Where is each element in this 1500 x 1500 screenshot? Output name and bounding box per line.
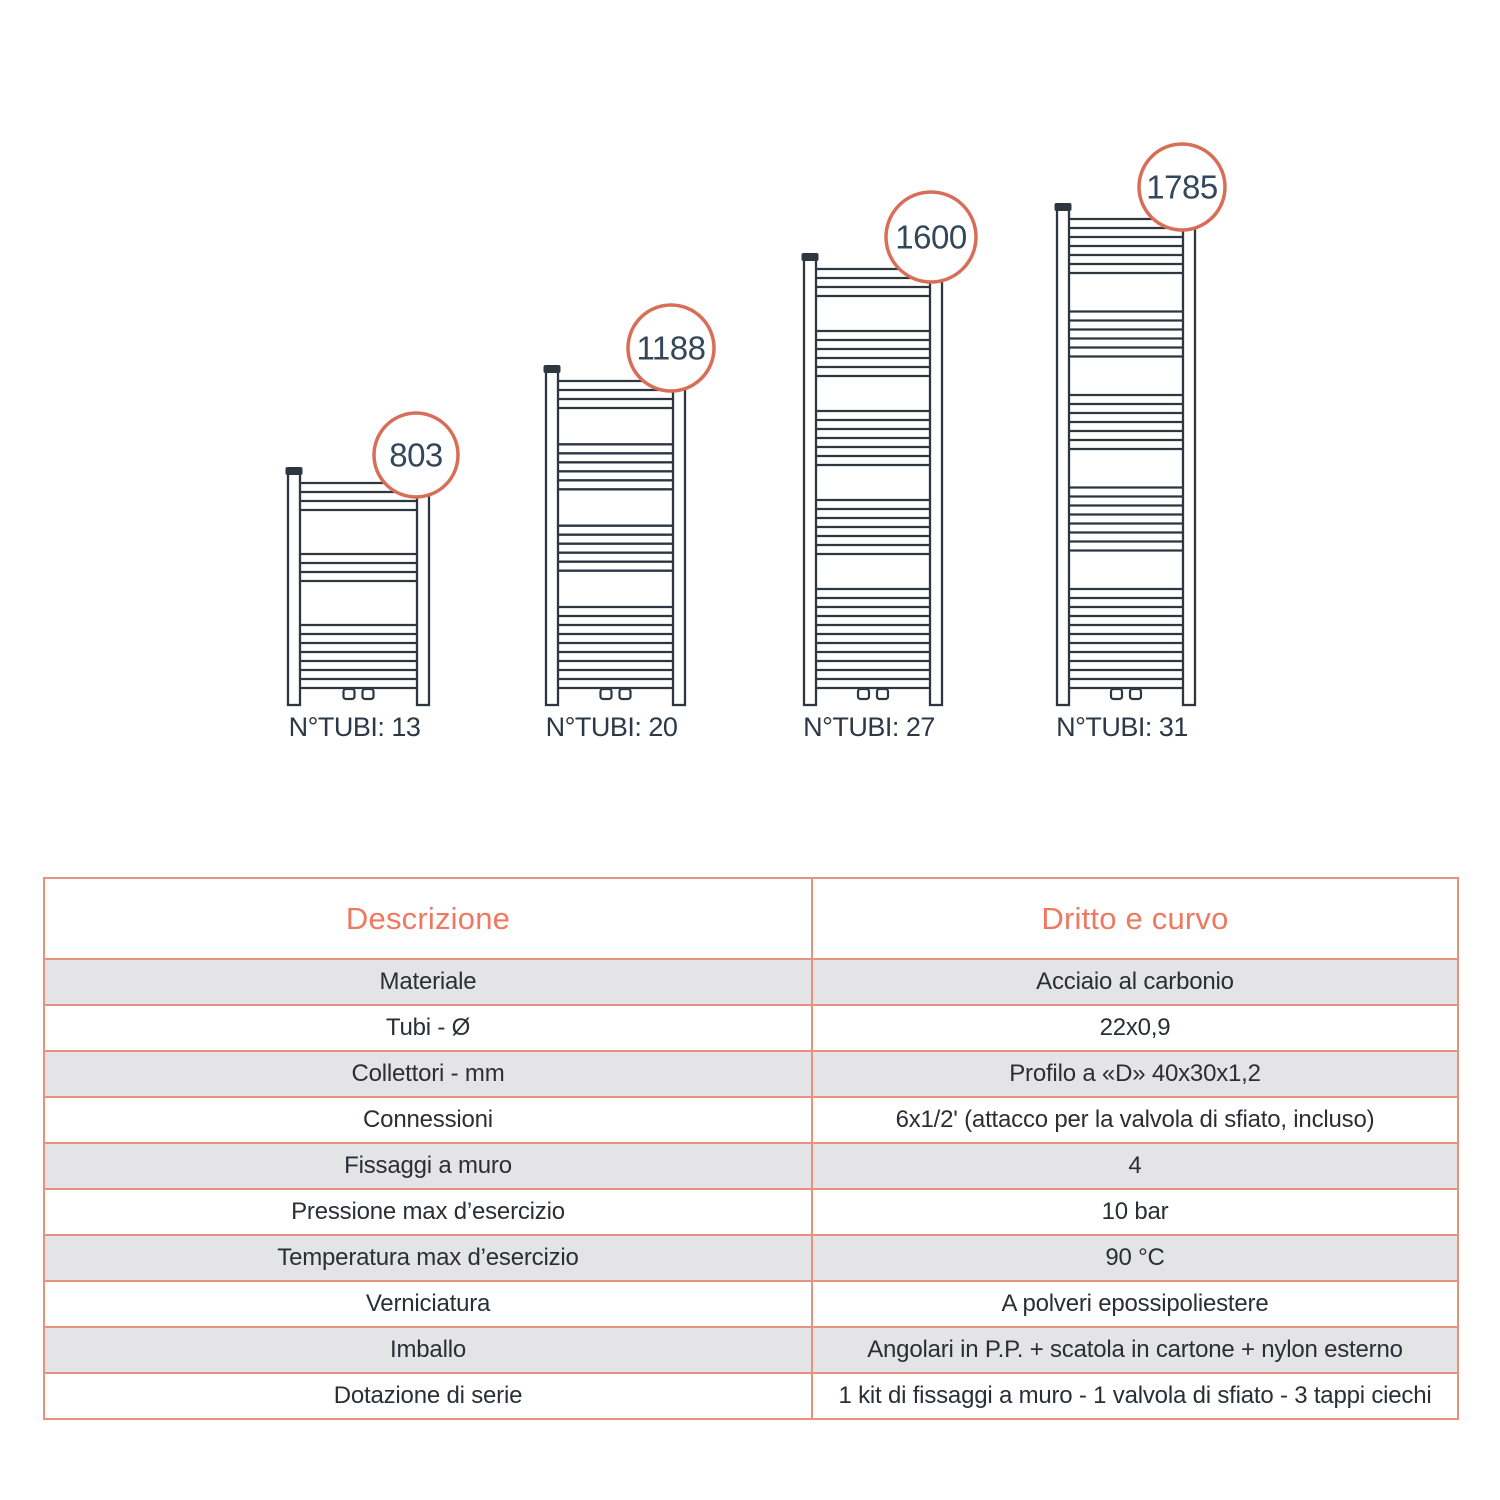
spec-label-cell: Tubi - Ø [43,1004,813,1052]
tubes-count-label: N°TUBI: 27 [803,712,935,742]
valve-nub [856,687,871,701]
table-row-temperatura: Temperatura max d’esercizio 90 °C [43,1234,1459,1282]
height-value: 1600 [895,219,967,256]
spec-label-cell: Imballo [43,1326,813,1374]
radiator-size-diagram: N°TUBI: 13 803 N°TUBI: 20 1188 N°TUBI: 27 160… [285,142,1227,742]
table-row-tubi: Tubi - Ø 22x0,9 [43,1004,1459,1052]
left-rail [286,469,302,707]
valve-nub [1128,687,1143,701]
spec-table: Descrizione Dritto e curvo Materiale Acc… [43,877,1459,1420]
valve-nub [875,687,890,701]
spec-value-cell: 10 bar [811,1188,1459,1236]
table-header-row: Descrizione Dritto e curvo [43,877,1459,960]
spec-label-cell: Pressione max d’esercizio [43,1188,813,1236]
tubes-count-label: N°TUBI: 13 [289,712,421,742]
left-rail [544,367,560,707]
radiator-drawing: N°TUBI: 27 1600 [801,190,978,742]
right-rail [415,469,431,707]
left-rail-cap [285,467,303,475]
valve-nub [618,687,632,701]
radiator-drawing: N°TUBI: 20 1188 [543,303,716,742]
table-row-pressione: Pressione max d’esercizio 10 bar [43,1188,1459,1236]
tubes-count-label: N°TUBI: 20 [546,712,678,742]
table-row-verniciatura: Verniciatura A polveri epossipoliestere [43,1280,1459,1328]
table-row-connessioni: Connessioni 6x1/2' (attacco per la valvo… [43,1096,1459,1144]
spec-value-cell: Profilo a «D» 40x30x1,2 [811,1050,1459,1098]
valve-nub [361,687,375,701]
valve-nub [342,687,356,701]
table-row-materiale: Materiale Acciaio al carbonio [43,958,1459,1006]
spec-label-cell: Materiale [43,958,813,1006]
spec-label-cell: Dotazione di serie [43,1372,813,1420]
spec-label-cell: Temperatura max d’esercizio [43,1234,813,1282]
right-rail [1181,205,1197,707]
spec-label-cell: Verniciatura [43,1280,813,1328]
spec-value-cell: Acciaio al carbonio [811,958,1459,1006]
table-row-dotazione: Dotazione di serie 1 kit di fissaggi a m… [43,1372,1459,1420]
height-value: 803 [389,437,443,474]
left-rail-cap [801,253,819,261]
spec-label-cell: Collettori - mm [43,1050,813,1098]
spec-value-cell: 22x0,9 [811,1004,1459,1052]
radiator-drawing: N°TUBI: 31 1785 [1054,142,1227,742]
valve-nub [599,687,613,701]
left-rail [1055,205,1071,707]
left-rail [802,255,818,707]
col-header-description: Descrizione [43,877,813,960]
left-rail-cap [543,365,561,373]
right-rail [671,367,687,707]
height-callout-circle [372,411,460,499]
spec-value-cell: 90 °C [811,1234,1459,1282]
spec-value-cell: A polveri epossipoliestere [811,1280,1459,1328]
table-row-imballo: Imballo Angolari in P.P. + scatola in ca… [43,1326,1459,1374]
height-callout-circle [626,303,716,393]
spec-label-cell: Connessioni [43,1096,813,1144]
spec-value-cell: 1 kit di fissaggi a muro - 1 valvola di … [811,1372,1459,1420]
spec-value-cell: 6x1/2' (attacco per la valvola di sfiato… [811,1096,1459,1144]
spec-label-cell: Fissaggi a muro [43,1142,813,1190]
valve-nub [1109,687,1124,701]
left-rail-cap [1054,203,1072,211]
radiator-drawing: N°TUBI: 13 803 [285,411,460,742]
height-value: 1785 [1146,169,1217,206]
tubes-count-label: N°TUBI: 31 [1056,712,1188,742]
height-value: 1188 [637,330,706,367]
spec-value-cell: 4 [811,1142,1459,1190]
col-header-model: Dritto e curvo [811,877,1459,960]
right-rail [928,255,944,707]
table-row-collettori: Collettori - mm Profilo a «D» 40x30x1,2 [43,1050,1459,1098]
table-row-fissaggi: Fissaggi a muro 4 [43,1142,1459,1190]
height-callout-circle [1137,142,1227,232]
spec-value-cell: Angolari in P.P. + scatola in cartone + … [811,1326,1459,1374]
height-callout-circle [884,190,978,284]
